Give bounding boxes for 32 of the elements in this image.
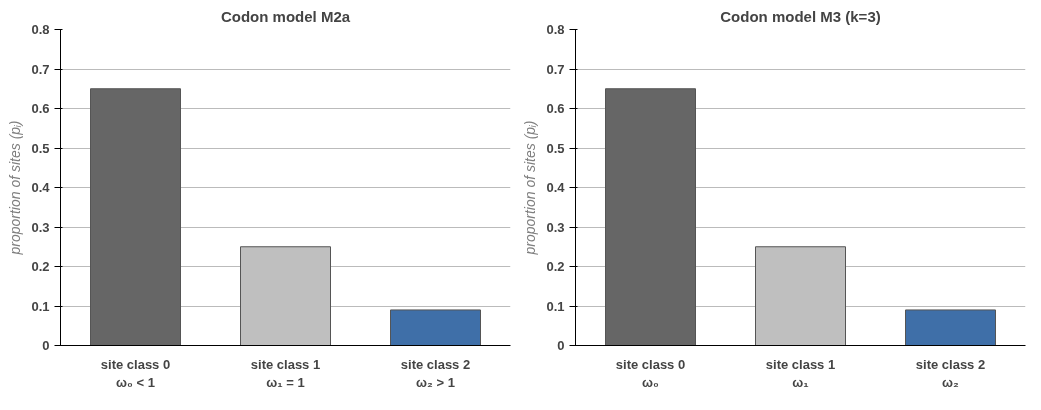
- bar: [390, 309, 481, 346]
- bar: [605, 88, 696, 346]
- y-tick-label: 0.8: [546, 22, 565, 37]
- x-tick-label: site class 0 ω₀ < 1: [100, 356, 171, 390]
- y-tick-label: 0.5: [31, 140, 50, 156]
- y-tick-label: 0.1: [31, 298, 50, 314]
- x-tick-label: site class 1 ω₁: [765, 356, 836, 390]
- y-tick-label: 0.4: [546, 180, 566, 195]
- x-tick-label: site class 0 ω₀: [615, 356, 686, 390]
- x-tick-label: site class 2 ω₂ > 1: [400, 356, 471, 390]
- y-tick-label: 0.4: [31, 180, 51, 195]
- chart-title: Codon model M2a: [220, 7, 351, 25]
- y-tick-label: 0.6: [546, 101, 565, 116]
- y-tick-label: 0: [42, 338, 50, 353]
- y-tick-label: 0.2: [546, 259, 565, 274]
- y-tick-label: 0.8: [31, 22, 50, 37]
- bar: [905, 309, 996, 346]
- y-axis-title: proportion of sites (pᵢ): [522, 120, 539, 256]
- y-tick-label: 0: [557, 338, 565, 353]
- y-tick-label: 0.3: [31, 219, 50, 235]
- bar: [90, 88, 181, 346]
- chart-title: Codon model M3 (k=3): [720, 7, 881, 25]
- y-tick-label: 0.5: [546, 140, 565, 156]
- y-tick-label: 0.1: [546, 298, 565, 314]
- y-tick-label: 0.7: [31, 61, 50, 77]
- x-tick-label: site class 1 ω₁ = 1: [250, 356, 321, 390]
- y-tick-label: 0.6: [31, 101, 50, 116]
- y-tick-label: 0.3: [546, 219, 565, 235]
- y-tick-label: 0.7: [546, 61, 565, 77]
- x-tick-label: site class 2 ω₂: [915, 356, 986, 390]
- y-tick-label: 0.2: [31, 259, 50, 274]
- y-axis-title: proportion of sites (pᵢ): [7, 120, 24, 256]
